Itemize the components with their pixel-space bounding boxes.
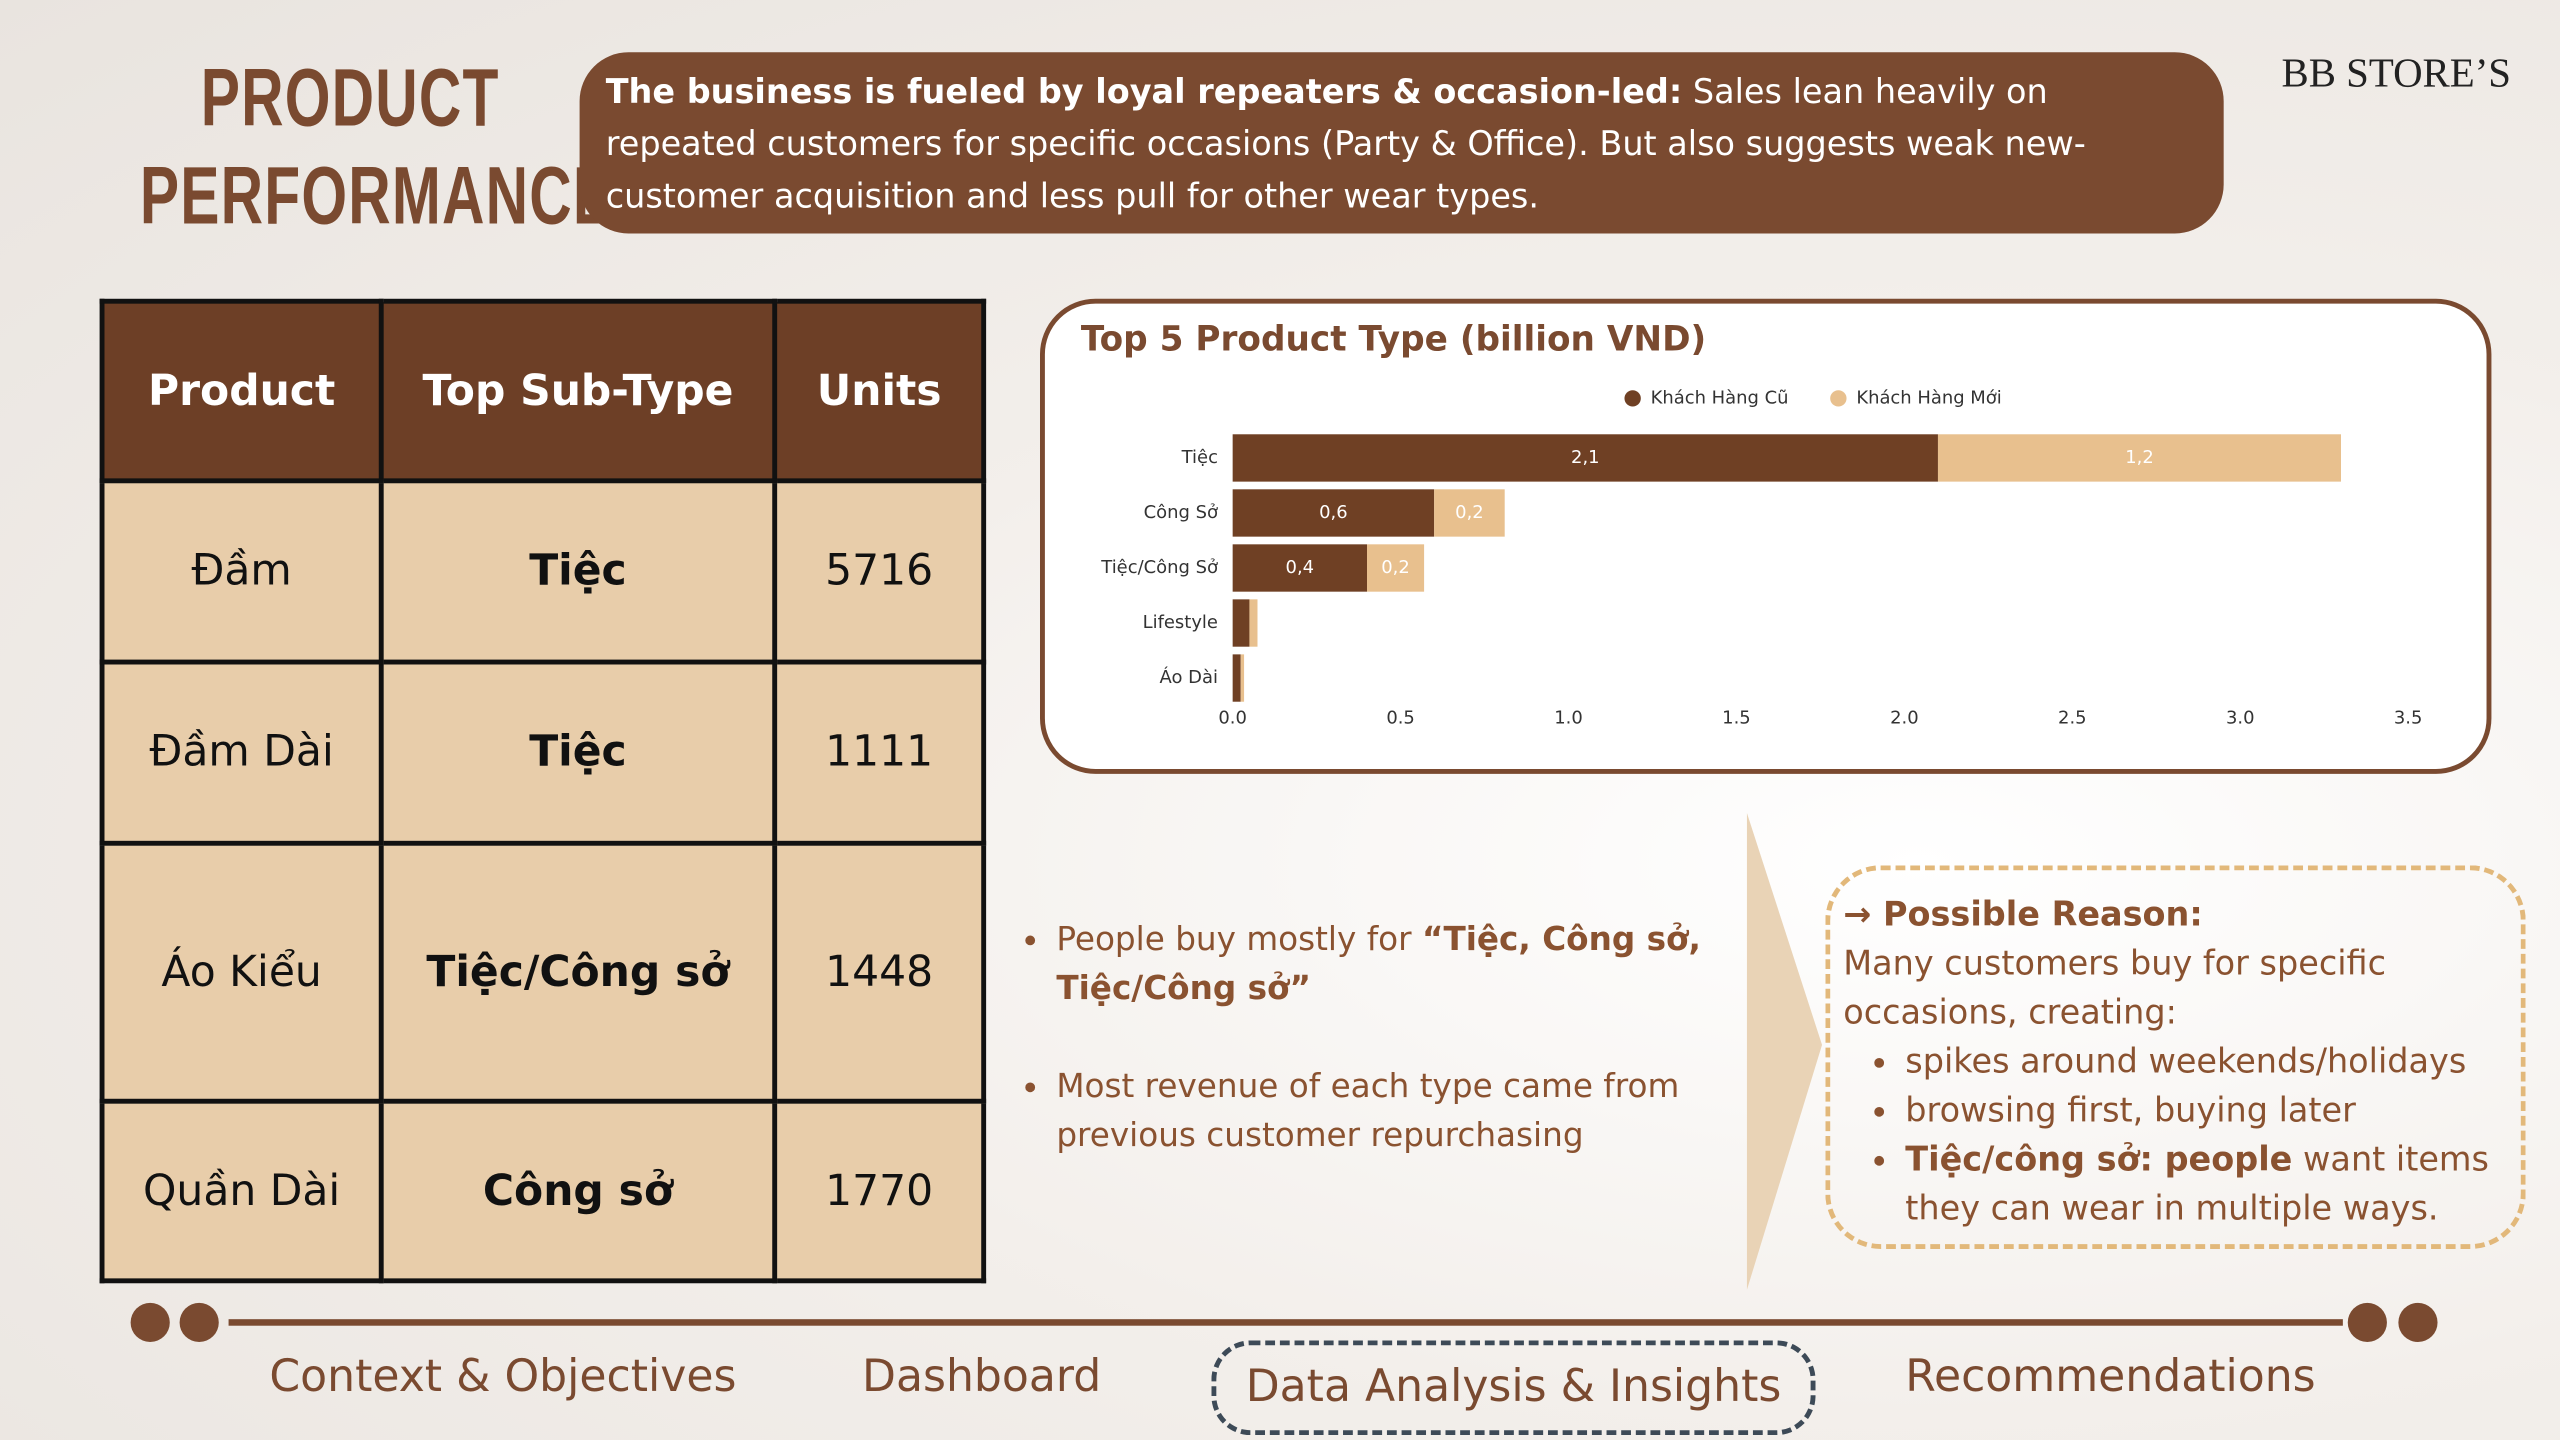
reason-item: browsing first, buying later <box>1905 1086 2507 1135</box>
chart: Top 5 Product Type (billion VND) 0.0 0.5 1… <box>1081 320 2423 729</box>
x-tick-label: 2.0 <box>1890 707 1919 728</box>
value-label: 0,6 <box>1319 502 1348 523</box>
insight-list: People buy mostly for “Tiệc, Công sở, Ti… <box>1020 914 1747 1159</box>
x-tick-label: 2.5 <box>2058 707 2087 728</box>
bar-segment <box>1232 434 1938 482</box>
bar-segment <box>1232 599 1250 647</box>
table-header: Product Top Sub-Type Units <box>99 298 987 484</box>
nav-item[interactable]: Context & Objectives <box>269 1351 737 1403</box>
reason-item: Tiệc/công sở: people want items they can… <box>1905 1135 2507 1233</box>
cell: 1448 <box>772 840 987 1104</box>
brand: BB STORE’S <box>2281 52 2512 97</box>
value-label: 2,1 <box>1571 447 1600 468</box>
summary-text: Sales lean heavily on repeated customers… <box>605 71 2086 216</box>
title-line: PERFORMANCE <box>139 150 614 242</box>
slide-title: PRODUCT PERFORMANCE <box>0 49 614 245</box>
x-tick-label: 0.0 <box>1218 707 1247 728</box>
cell: 1770 <box>772 1098 987 1284</box>
bar-segment <box>1249 599 1258 647</box>
reason-intro: Many customers buy for specific occasion… <box>1843 943 2387 1032</box>
bar-segment <box>1232 654 1241 702</box>
bar-segment <box>1232 544 1367 592</box>
cell: Công sở <box>378 1098 778 1284</box>
x-tick-label: 3.5 <box>2394 707 2423 728</box>
product-table: Product Top Sub-Type Units Đầm Tiệc 5716 Đ… <box>99 298 987 1284</box>
reason-list: spikes around weekends/holidays browsing… <box>1843 1037 2507 1233</box>
cell: Áo Kiểu <box>99 840 384 1104</box>
table-row: Áo Kiểu Tiệc/Công sở 1448 <box>99 840 987 1104</box>
cell: Đầm Dài <box>99 659 384 846</box>
value-label: 0,2 <box>1381 557 1410 578</box>
x-tick-label: 1.0 <box>1554 707 1583 728</box>
bar-segment <box>1240 654 1245 702</box>
reason-text: want items they can wear in multiple way… <box>1905 1139 2489 1228</box>
nav-dot <box>2398 1302 2438 1343</box>
y-tick-label: Tiệc <box>1181 447 1218 468</box>
header-cell: Units <box>772 298 987 484</box>
header-cell: Product <box>99 298 384 484</box>
value-label: 1,2 <box>2125 447 2154 468</box>
reason-item: spikes around weekends/holidays <box>1905 1037 2507 1086</box>
reason-title: → Possible Reason: <box>1843 894 2203 934</box>
table-row: Đầm Tiệc 5716 <box>99 478 987 665</box>
y-tick-label: Áo Dài <box>1160 666 1218 688</box>
insight-bold: “Tiệc, Công sở, Tiệc/Công sở” <box>1056 919 1701 1008</box>
y-tick-label: Công Sở <box>1144 502 1218 523</box>
legend-label: Khách Hàng Cũ <box>1651 387 1789 408</box>
nav-line <box>228 1319 2343 1326</box>
cell: Đầm <box>99 478 384 665</box>
cell: Tiệc <box>378 478 778 665</box>
chart-title: Top 5 Product Type (billion VND) <box>1081 320 1706 360</box>
table-row: Đầm Dài Tiệc 1111 <box>99 659 987 846</box>
insight-text: People buy mostly for <box>1056 919 1412 959</box>
nav-item[interactable]: Dashboard <box>862 1351 1102 1403</box>
reason-bold: Tiệc/công sở: people <box>1905 1139 2293 1179</box>
arrow-shape <box>1746 813 1823 1290</box>
reason-box: → Possible Reason: Many customers buy fo… <box>1825 865 2526 1249</box>
value-label: 0,2 <box>1455 502 1484 523</box>
x-tick-label: 1.5 <box>1722 707 1751 728</box>
title-line: PRODUCT <box>200 52 500 144</box>
x-tick-label: 0.5 <box>1386 707 1415 728</box>
y-tick-label: Tiệc/Công Sở <box>1100 557 1218 578</box>
cell: 1111 <box>772 659 987 846</box>
y-tick-label: Lifestyle <box>1143 612 1218 633</box>
nav-item[interactable]: Recommendations <box>1905 1351 2316 1403</box>
header-cell: Top Sub-Type <box>378 298 778 484</box>
bar-segment <box>1434 489 1505 537</box>
nav-dot <box>179 1302 219 1343</box>
bar-segment <box>1937 434 2341 482</box>
nav-item-active[interactable]: Data Analysis & Insights <box>1211 1340 1816 1436</box>
legend-swatch <box>1624 390 1641 407</box>
legend-label: Khách Hàng Mới <box>1856 387 2001 408</box>
table-row: Quần Dài Công sở 1770 <box>99 1098 987 1284</box>
cell: 5716 <box>772 478 987 665</box>
cell: Tiệc/Công sở <box>378 840 778 1104</box>
insight: Most revenue of each type came from prev… <box>1056 1061 1747 1159</box>
summary-bold: The business is fueled by loyal repeater… <box>605 71 1683 112</box>
insight: People buy mostly for “Tiệc, Công sở, Ti… <box>1056 914 1747 1012</box>
bar-segment <box>1232 489 1435 537</box>
insights: People buy mostly for “Tiệc, Công sở, Ti… <box>1020 914 1747 1208</box>
legend-swatch <box>1830 390 1847 407</box>
value-label: 0,4 <box>1286 557 1315 578</box>
x-tick-label: 3.0 <box>2226 707 2255 728</box>
nav-dot <box>130 1302 170 1343</box>
cell: Quần Dài <box>99 1098 384 1284</box>
summary-box: The business is fueled by loyal repeater… <box>579 52 2224 234</box>
bar-segment <box>1366 544 1425 592</box>
cell: Tiệc <box>378 659 778 846</box>
nav-dot <box>2347 1302 2387 1343</box>
arrow <box>1746 813 1823 1290</box>
